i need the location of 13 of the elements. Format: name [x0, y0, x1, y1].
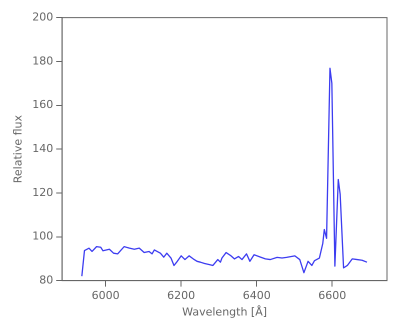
x-axis-title: Wavelength [Å] — [182, 304, 268, 318]
y-tick-label: 100 — [32, 230, 54, 243]
y-tick-label: 140 — [32, 142, 54, 155]
x-tick-label: 6200 — [167, 289, 196, 302]
y-tick-label: 180 — [32, 54, 54, 68]
y-tick-label: 80 — [39, 273, 54, 286]
x-tick-label: 6400 — [242, 289, 271, 302]
y-tick-label: 160 — [32, 98, 54, 112]
x-tick-label: 6600 — [318, 289, 346, 302]
x-tick-label: 6000 — [92, 289, 120, 302]
y-axis-title: Relative flux — [11, 114, 24, 184]
y-tick-label: 120 — [32, 186, 54, 199]
y-tick-label: 200 — [32, 10, 54, 24]
